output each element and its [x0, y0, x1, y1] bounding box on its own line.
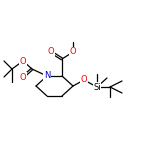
Text: O: O	[20, 57, 26, 66]
Text: Si: Si	[93, 83, 101, 92]
Text: O: O	[20, 73, 26, 81]
Text: N: N	[44, 71, 50, 81]
Text: O: O	[48, 47, 54, 57]
Text: O: O	[81, 76, 87, 85]
Text: O: O	[70, 47, 76, 57]
